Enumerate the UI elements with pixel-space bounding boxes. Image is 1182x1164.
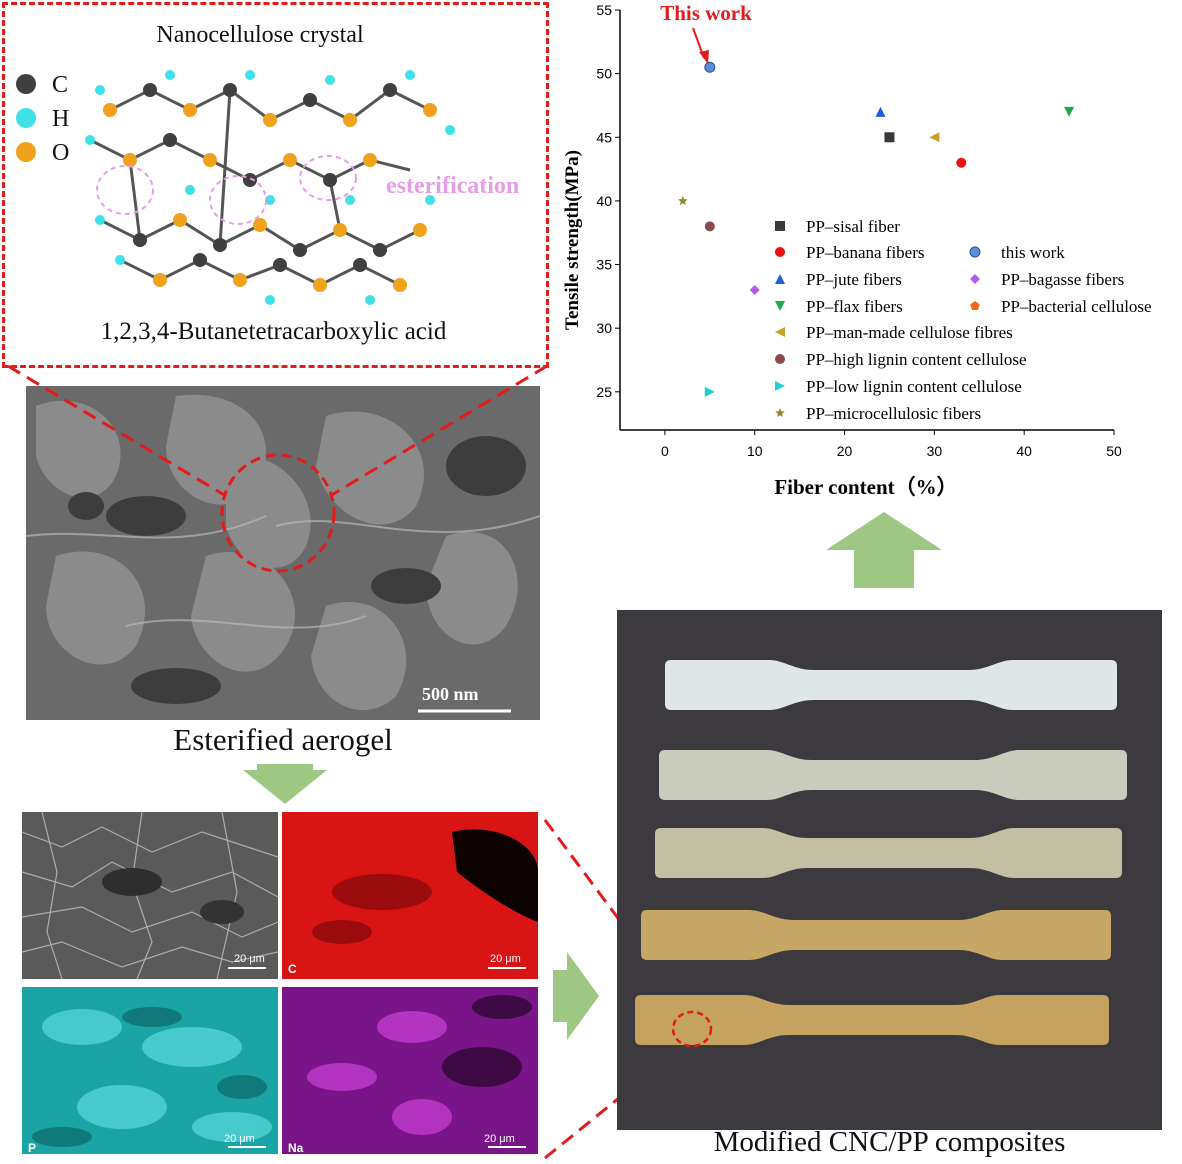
molecule-subtitle: 1,2,3,4-Butanetetracarboxylic acid — [100, 318, 447, 345]
legend-label-3: this work — [1001, 243, 1065, 262]
esterification-label: esterification — [386, 173, 520, 199]
legend-marker-3 — [969, 246, 981, 258]
legend-label-6: PP–flax fibers — [806, 297, 903, 316]
oxygen-atom-icon — [16, 142, 36, 162]
composites-photo — [617, 610, 1162, 1130]
x-tick-label: 20 — [837, 443, 853, 459]
legend-label-1: PP–sisal fiber — [806, 217, 900, 236]
eds-map-p: P 20 μm — [22, 987, 278, 1154]
legend-marker-11 — [775, 408, 785, 417]
eds-map-c: C 20 μm — [282, 812, 538, 979]
x-axis-label: Fiber content（%） — [774, 475, 957, 499]
y-tick-label: 40 — [596, 193, 612, 209]
x-tick-label: 50 — [1106, 443, 1122, 459]
tensile-specimen-2 — [659, 750, 1127, 800]
eds-sem-scale: 20 μm — [234, 953, 265, 965]
legend-label-11: PP–microcellulosic fibers — [806, 404, 981, 423]
legend-marker-2 — [775, 247, 785, 257]
legend-marker-4 — [775, 274, 785, 284]
legend-label-5: PP–bagasse fibers — [1001, 270, 1124, 289]
sem-zoom-circle — [220, 453, 336, 573]
eds-na-scale: 20 μm — [484, 1133, 515, 1145]
tensile-specimen-3 — [655, 828, 1122, 878]
data-point-3 — [704, 61, 716, 73]
atom-legend — [16, 74, 36, 162]
data-point-8 — [929, 132, 940, 143]
y-tick-label: 45 — [596, 129, 612, 145]
legend-marker-5 — [970, 274, 980, 284]
legend-label-7: PP–bacterial cellulose — [1001, 297, 1152, 316]
data-point-9 — [704, 221, 715, 232]
y-tick-label: 55 — [596, 2, 612, 18]
arrow-down-icon — [243, 764, 327, 804]
legend-label-10: PP–low lignin content cellulose — [806, 377, 1022, 396]
legend-marker-1 — [775, 221, 785, 231]
x-tick-label: 30 — [927, 443, 943, 459]
legend-c-label: C — [52, 72, 69, 98]
sem-caption: Esterified aerogel — [173, 722, 393, 757]
x-tick-label: 0 — [661, 443, 669, 459]
data-point-2 — [956, 157, 967, 168]
legend-marker-6 — [775, 301, 785, 311]
x-tick-label: 10 — [747, 443, 763, 459]
molecule-structure-illustration — [85, 70, 455, 305]
legend-label-9: PP–high lignin content cellulose — [806, 350, 1027, 369]
arrow-up-icon — [826, 512, 942, 588]
eds-p-scale: 20 μm — [224, 1133, 255, 1145]
hydrogen-atom-icon — [16, 108, 36, 128]
annotation-arrowhead — [699, 50, 709, 64]
tensile-specimen-4 — [641, 910, 1111, 960]
eds-map-sem: 20 μm — [22, 812, 278, 979]
legend-o-label: O — [52, 140, 70, 166]
eds-na-label: Na — [288, 1141, 304, 1154]
data-point-5 — [749, 285, 760, 295]
eds-c-scale: 20 μm — [490, 953, 521, 965]
this-work-annotation: This work — [660, 1, 752, 25]
legend-marker-9 — [775, 354, 785, 364]
eds-c-label: C — [288, 962, 297, 976]
sem-scale-label: 500 nm — [422, 684, 479, 704]
tensile-specimen-5 — [635, 995, 1109, 1045]
tensile-specimen-1 — [665, 660, 1117, 710]
y-tick-label: 25 — [596, 384, 612, 400]
y-tick-label: 35 — [596, 257, 612, 273]
legend-marker-10 — [775, 381, 785, 391]
sem-image: 500 nm — [26, 386, 540, 720]
data-point-1 — [884, 132, 895, 143]
sem-texture — [26, 386, 540, 720]
legend-label-2: PP–banana fibers — [806, 243, 925, 262]
legend-marker-7 — [970, 301, 980, 310]
data-point-11 — [678, 195, 688, 205]
tensile-specimens — [617, 610, 1162, 1130]
eds-p-label: P — [28, 1141, 37, 1154]
photo-zoom-circle — [671, 1010, 713, 1048]
legend-h-label: H — [52, 106, 70, 132]
data-point-10 — [704, 386, 715, 397]
carbon-atom-icon — [16, 74, 36, 94]
eds-map-na: Na 20 μm — [282, 987, 538, 1154]
x-tick-label: 40 — [1016, 443, 1032, 459]
legend-label-8: PP–man-made cellulose fibres — [806, 323, 1013, 342]
y-axis-label: Tensile strength(MPa) — [562, 150, 583, 330]
molecule-panel — [2, 2, 549, 368]
photo-caption: Modified CNC/PP composites — [713, 1126, 1066, 1158]
y-tick-label: 50 — [596, 66, 612, 82]
molecule-title: Nanocellulose crystal — [156, 22, 364, 48]
arrow-right-icon — [553, 952, 599, 1040]
y-tick-label: 30 — [596, 320, 612, 336]
data-point-6 — [1064, 106, 1075, 117]
legend-label-4: PP–jute fibers — [806, 270, 902, 289]
tensile-strength-chart: 25 30 35 40 45 50 55 0 10 20 30 40 50 Fiber content（%… — [562, 1, 1152, 499]
legend-marker-8 — [775, 327, 785, 337]
data-point-4 — [875, 106, 886, 117]
